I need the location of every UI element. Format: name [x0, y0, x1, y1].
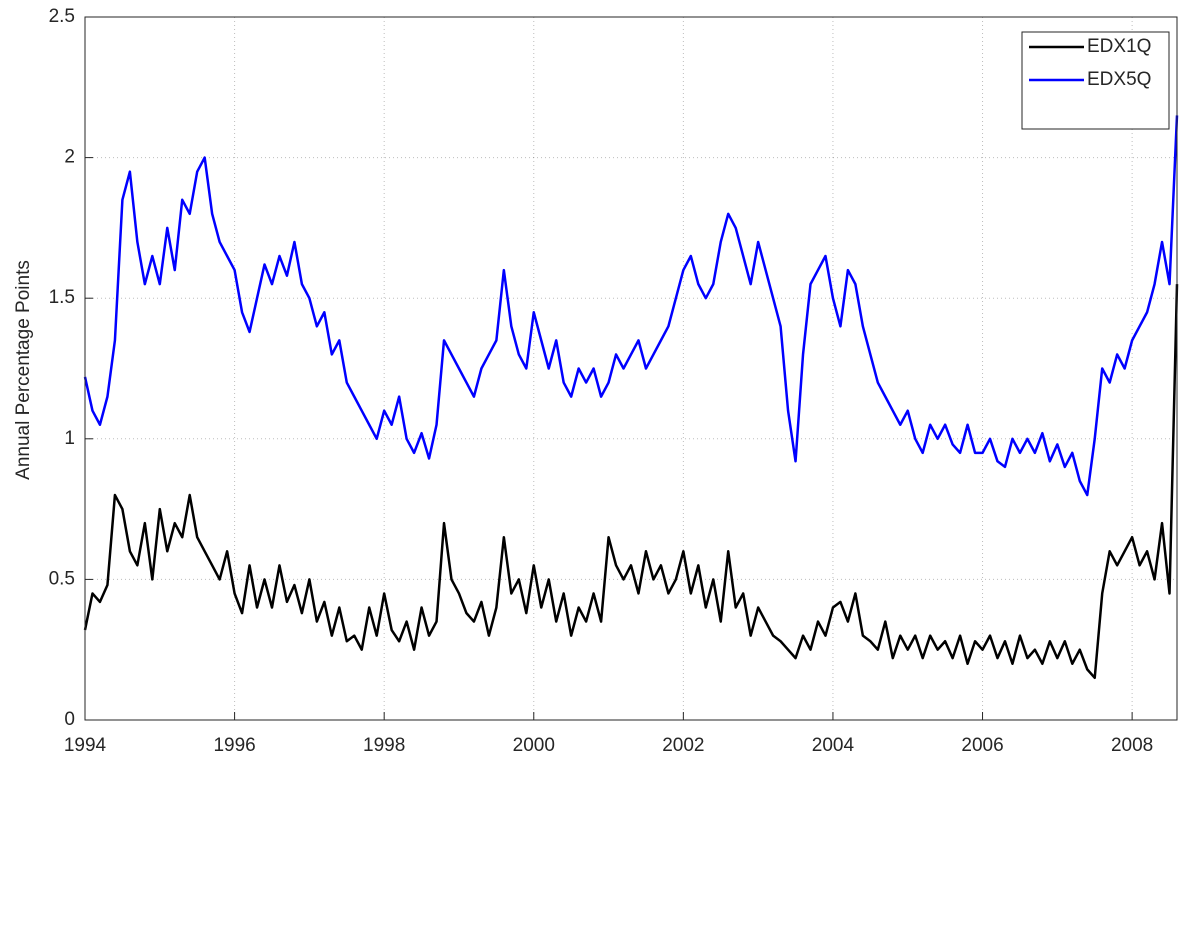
x-tick-label: 2006: [961, 735, 1003, 756]
x-tick-label: 1994: [64, 735, 107, 756]
x-tick-label: 1998: [363, 735, 405, 756]
data-line: [83, 115, 1179, 497]
legend-label: EDX5Q: [1087, 69, 1151, 90]
x-tick-label: 2004: [812, 735, 855, 756]
y-tick-label: 1.5: [49, 287, 75, 308]
y-tick-label: 0: [64, 709, 75, 730]
x-tick-label: 2008: [1111, 735, 1153, 756]
y-tick-label: 2.5: [49, 6, 75, 27]
data-line: [83, 284, 1179, 680]
y-tick-label: 0.5: [49, 568, 75, 589]
x-tick-label: 2000: [513, 735, 555, 756]
legend-label: EDX1Q: [1087, 36, 1151, 57]
x-tick-label: 1996: [213, 735, 255, 756]
axes-box: [84, 16, 1178, 721]
y-axis-label: Annual Percentage Points: [13, 260, 34, 480]
y-tick-label: 2: [64, 147, 75, 168]
y-tick-label: 1: [64, 428, 75, 449]
x-tick-label: 2002: [662, 735, 704, 756]
